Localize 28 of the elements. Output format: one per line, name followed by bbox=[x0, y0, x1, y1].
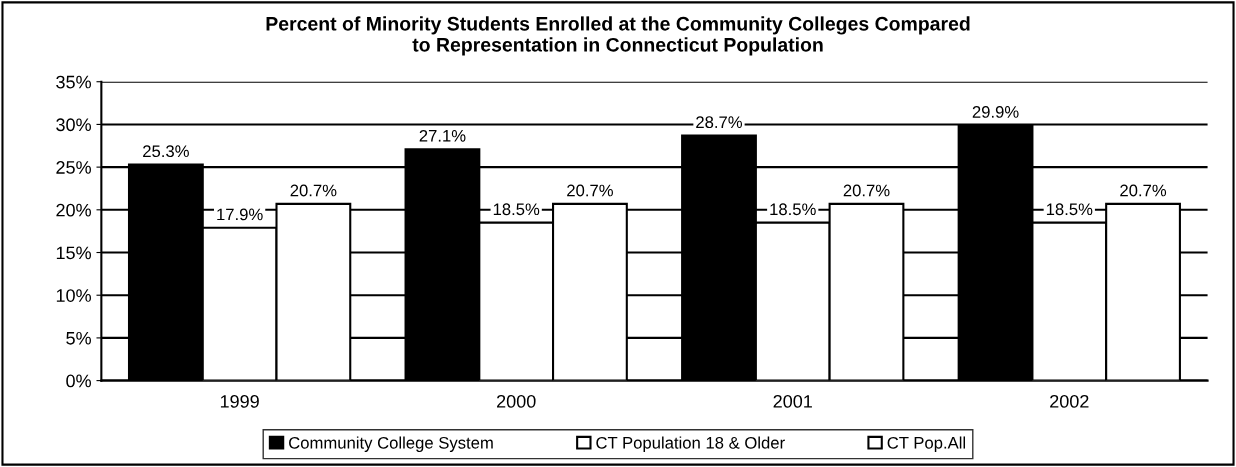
x-tick-label: 1999 bbox=[220, 394, 259, 408]
y-tick-label: 20% bbox=[56, 203, 91, 217]
y-tick-label: 35% bbox=[56, 75, 91, 89]
y-tick-label: 0% bbox=[66, 374, 91, 388]
text: 18.5% bbox=[770, 203, 816, 216]
text: 20.7% bbox=[1120, 184, 1167, 197]
text: 27.1% bbox=[419, 129, 466, 142]
text: 29.9% bbox=[972, 106, 1019, 118]
y-tick-label: 5% bbox=[66, 331, 91, 345]
text: 20.7% bbox=[290, 184, 337, 197]
y-tick-label: 30% bbox=[56, 118, 91, 132]
legend-label: CT Pop.All bbox=[887, 436, 966, 452]
legend-label: CT Population 18 & Older bbox=[596, 436, 785, 452]
text: 18.5% bbox=[493, 203, 540, 216]
x-tick-label: 2000 bbox=[497, 394, 536, 408]
text: 28.7% bbox=[696, 116, 743, 129]
y-tick-label: 10% bbox=[56, 289, 91, 302]
x-tick-label: 2002 bbox=[1050, 394, 1089, 408]
text: 20.7% bbox=[567, 184, 613, 197]
x-tick-label: 2001 bbox=[773, 394, 812, 408]
text: 17.9% bbox=[217, 208, 263, 221]
chart-title: Percent of Minority Students Enrolled at the Community Colleges Compared to Representation in Connecticut Population bbox=[266, 16, 970, 56]
y-tick-label: 15% bbox=[56, 246, 91, 260]
y-tick-label: 25% bbox=[56, 161, 91, 174]
text: 25.3% bbox=[143, 145, 189, 158]
legend-label: Community College System bbox=[289, 436, 493, 452]
text: 20.7% bbox=[843, 184, 890, 197]
text: 18.5% bbox=[1046, 203, 1093, 216]
